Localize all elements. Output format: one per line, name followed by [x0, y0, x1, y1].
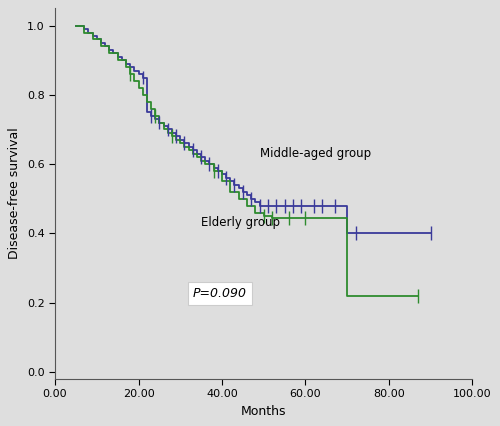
Text: Elderly group: Elderly group — [201, 216, 280, 229]
Y-axis label: Disease-free survival: Disease-free survival — [8, 128, 22, 259]
Text: P=0.090: P=0.090 — [193, 288, 247, 300]
X-axis label: Months: Months — [241, 405, 286, 417]
Text: Middle-aged group: Middle-aged group — [260, 147, 370, 160]
